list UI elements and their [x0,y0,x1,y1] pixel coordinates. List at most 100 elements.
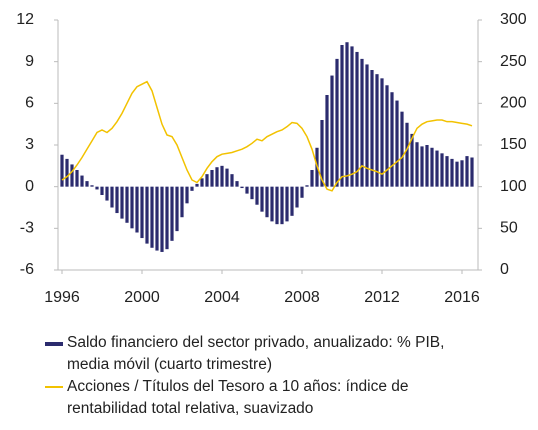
x-tick-label: 1996 [44,289,80,306]
bar [215,167,219,187]
x-tick-label: 2004 [204,289,240,306]
bar [305,185,309,187]
bar [135,186,139,233]
bar [180,186,184,218]
bar [125,186,129,223]
bar [340,45,344,187]
bar [360,58,364,187]
bar [390,92,394,187]
y-tick-label: -3 [20,220,34,237]
bar [445,156,449,187]
y-tick-label: 0 [25,178,34,195]
y2-tick-label: 0 [500,261,509,278]
bar [145,186,149,244]
bar [195,183,199,187]
bar [470,157,474,187]
x-tick-label: 2012 [364,289,400,306]
x-tick-label: 2008 [284,289,320,306]
bar [210,170,214,187]
bar [440,153,444,187]
bar [460,160,464,187]
bar [255,186,259,205]
bar [220,165,224,187]
bar [110,186,114,208]
bar [185,186,189,204]
bar [105,186,109,201]
bar [405,122,409,187]
bar [280,186,284,225]
legend-item: Saldo financiero del sector privado, anu… [45,332,485,376]
bar [65,158,69,187]
bar [455,161,459,187]
chart: -6 -3 0 3 6 9 12 0 50 100 150 200 250 300 1996 2000 2004… [16,11,527,306]
bar [240,186,244,189]
bar [230,174,234,187]
bar [130,186,134,229]
bar [190,186,194,191]
bar [95,186,99,190]
bar [355,51,359,187]
bar [165,186,169,250]
bar [380,78,384,187]
bar [235,181,239,187]
bar [275,186,279,225]
legend-swatch [45,342,63,346]
bar [100,186,104,195]
bar [395,100,399,187]
bar [415,142,419,187]
bar [420,146,424,187]
bar [365,64,369,187]
bar [80,175,84,187]
bar [310,170,314,187]
line [61,80,473,192]
bar [285,186,289,222]
bar [60,154,64,187]
legend-item: Acciones / Títulos del Tesoro a 10 años:… [45,376,485,420]
bar [295,186,299,208]
y2-tick-label: 200 [500,95,527,112]
bar [370,70,374,187]
y-tick-label: 9 [25,53,34,70]
x-tick-label: 2016 [444,289,480,306]
bar [70,164,74,187]
y2-tick-label: 250 [500,53,527,70]
bar [200,178,204,187]
bar [385,85,389,187]
legend: Saldo financiero del sector privado, anu… [45,332,485,420]
bar [175,186,179,232]
y-tick-label: 6 [25,95,34,112]
y-tick-label: 12 [16,11,34,28]
bar [90,185,94,187]
legend-label: Acciones / Títulos del Tesoro a 10 años:… [67,378,409,417]
bar [450,158,454,187]
bar [430,147,434,187]
y2-tick-label: 150 [500,136,527,153]
bar [170,186,174,241]
bar [150,186,154,248]
bar [290,186,294,216]
y2-tick-label: 50 [500,220,518,237]
bar [345,42,349,187]
bar [155,186,159,251]
bar [85,181,89,187]
bar [325,95,329,187]
bar [300,186,304,198]
bar [245,186,249,194]
bar [270,186,274,222]
bar [335,58,339,187]
x-tick-label: 2000 [124,289,160,306]
bar [425,145,429,187]
bar [350,46,354,187]
y2-tick-label: 300 [500,11,527,28]
bar [320,120,324,187]
bar [410,133,414,187]
bar [205,174,209,187]
bar [225,168,229,187]
bar [375,74,379,187]
bar [260,186,264,212]
bar [160,186,164,252]
y2-tick-label: 100 [500,178,527,195]
legend-swatch [45,386,63,388]
bar [250,186,254,200]
